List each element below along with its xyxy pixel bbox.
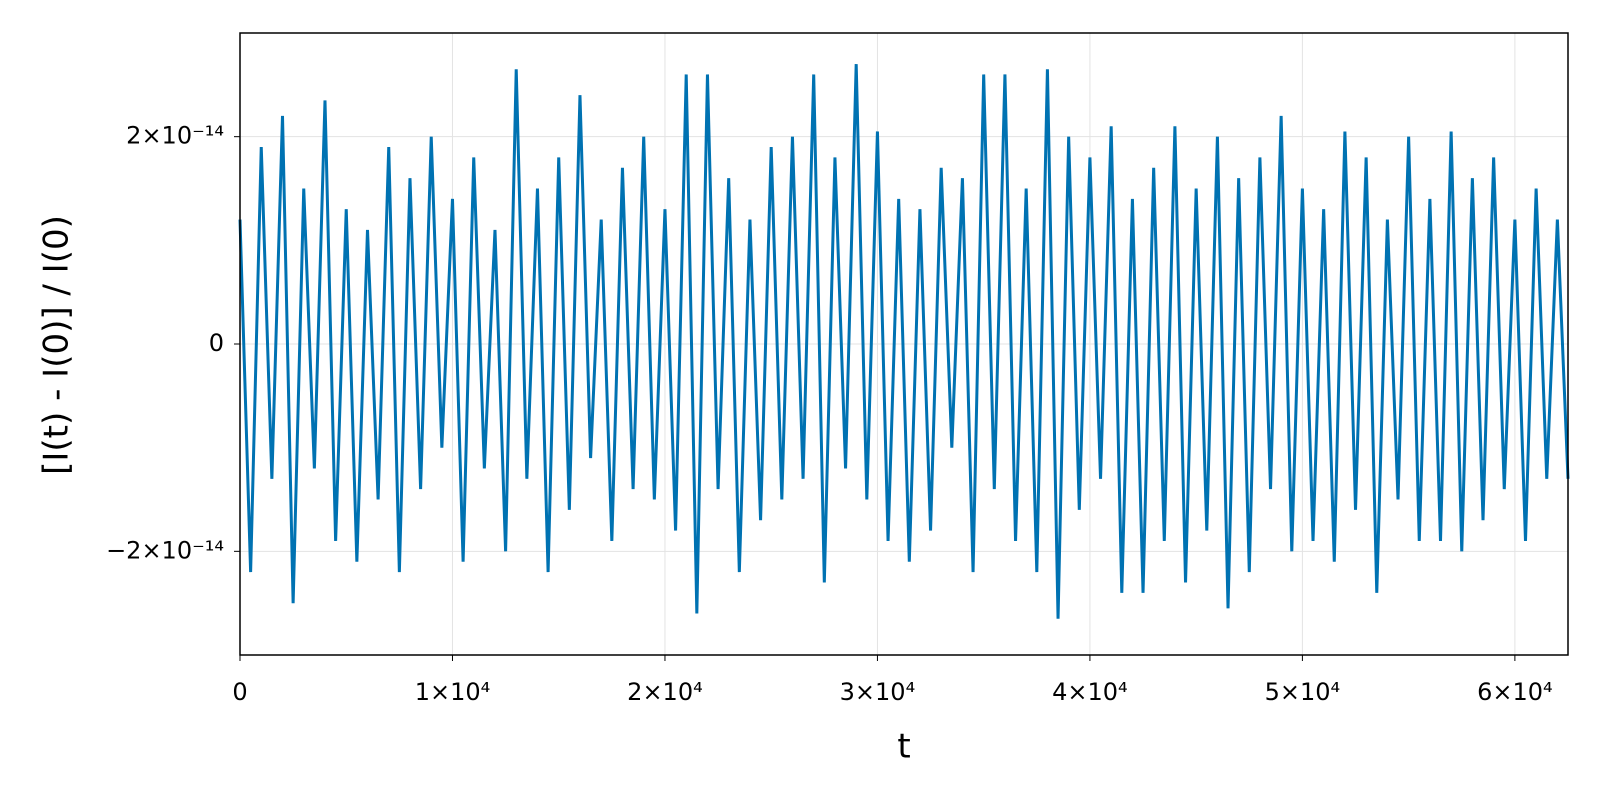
y-tick-label: 2×10⁻¹⁴ [126, 122, 224, 150]
x-tick-label: 4×10⁴ [1052, 678, 1128, 706]
x-axis-label: t [897, 727, 910, 767]
plot-frame [239, 32, 1569, 656]
x-tick-label: 6×10⁴ [1477, 678, 1553, 706]
data-line [238, 64, 1570, 619]
x-tick-label: 3×10⁴ [840, 678, 916, 706]
x-tick-label: 2×10⁴ [627, 678, 703, 706]
x-tick-label: 5×10⁴ [1265, 678, 1341, 706]
y-axis-label: [I(t) - I(0)] / I(0) [37, 215, 77, 475]
y-tick-label: 0 [209, 329, 224, 357]
x-tick-label: 0 [232, 678, 247, 706]
y-tick-label: −2×10⁻¹⁴ [106, 536, 224, 564]
x-tick-label: 1×10⁴ [415, 678, 491, 706]
